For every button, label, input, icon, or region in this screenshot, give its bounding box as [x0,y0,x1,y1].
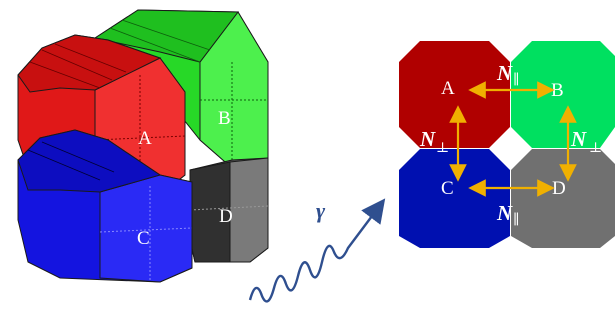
svg-text:N: N [419,127,436,151]
label-n-perp-left: N ⊥ [419,127,449,156]
photon-symbol: γ [316,198,326,223]
schematic-2x2: A B C D N ∥ N ∥ N ⊥ N ⊥ [399,41,615,248]
schematic-crystal-c [399,149,510,248]
svg-text:N: N [570,127,587,151]
label-n-perp-right: N ⊥ [570,127,602,156]
label-n-parallel-bottom: N ∥ [496,201,519,228]
svg-text:∥: ∥ [513,72,519,88]
crystal-b-3d-label: B [218,108,231,129]
crystal-a-3d-label: A [138,128,152,149]
schematic-crystal-d [511,149,615,248]
svg-text:⊥: ⊥ [436,141,449,156]
label-n-parallel-top: N ∥ [496,61,519,88]
schematic-crystal-a [399,41,510,148]
detector-3d-cluster: B D A [17,9,269,283]
crystal-d-3d-label: D [219,206,233,227]
crystal-c-3d-label: C [137,228,150,249]
svg-text:∥: ∥ [513,212,519,228]
schematic-label-d: D [552,178,566,199]
svg-text:N: N [496,201,513,225]
schematic-crystal-b [511,41,615,148]
crystal-c-3d: C [17,129,193,283]
schematic-label-b: B [551,80,564,101]
photon-wave: γ [248,198,386,303]
schematic-label-c: C [441,178,454,199]
svg-text:N: N [496,61,513,85]
svg-text:⊥: ⊥ [589,141,602,156]
schematic-label-a: A [441,78,455,99]
crystal-d-3d: D [189,157,269,263]
